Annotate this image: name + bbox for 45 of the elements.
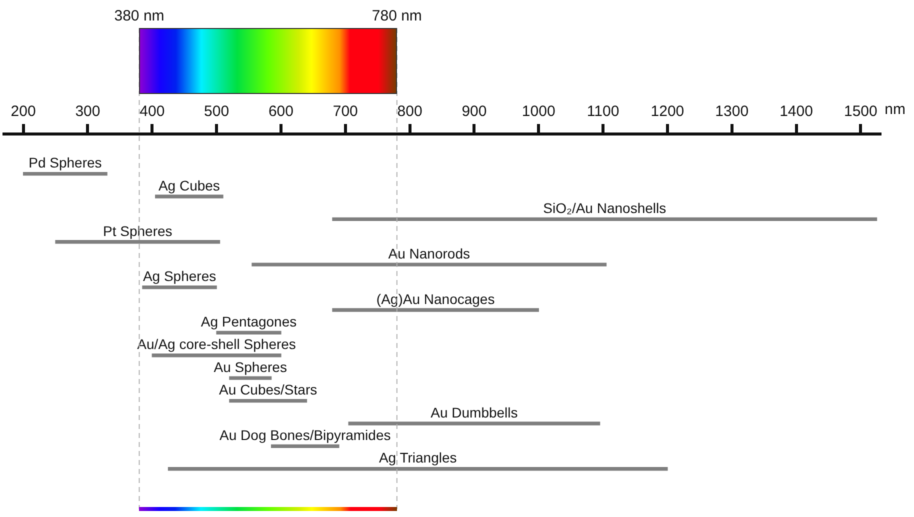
bar <box>152 354 282 358</box>
y-tick-label: Au Nanorods <box>388 245 470 262</box>
bar <box>22 172 108 176</box>
x-tick-label: 900 <box>462 103 487 120</box>
y-tick-label: Au Dumbbells <box>430 404 518 420</box>
y-tick-label: SiO₂/Au Nanoshells <box>543 200 666 216</box>
x-tick-label: 300 <box>75 103 100 120</box>
bar <box>229 398 308 403</box>
x-tick-label: 1100 <box>586 103 620 120</box>
bar <box>155 194 224 198</box>
x-tick-label: 1500 <box>844 103 878 120</box>
y-tick-label: Au/Ag core-shell Spheres <box>137 336 296 352</box>
x-axis-title: nm <box>884 101 906 118</box>
y-tick-label: Ag Triangles <box>378 450 457 466</box>
bar <box>55 240 220 244</box>
y-tick-label: Au Cubes/Stars <box>219 382 318 398</box>
x-tick-label: 1000 <box>522 103 556 120</box>
y-tick-label: Au Dog Bones/Bipyramides <box>220 427 391 444</box>
y-tick-label: Pd Spheres <box>28 154 102 171</box>
x-tick-label: 1400 <box>780 103 813 120</box>
y-tick-label: Au Spheres <box>214 358 287 375</box>
x-tick-label: 1200 <box>650 103 684 120</box>
x-tick-label: 500 <box>204 103 230 120</box>
y-tick-label: Pt Spheres <box>103 222 172 239</box>
x-tick-label: 600 <box>268 103 294 120</box>
x-tick-label: 1300 <box>715 103 749 120</box>
y-tick-label: Ag Cubes <box>158 177 220 194</box>
x-tick-label: 400 <box>140 103 165 120</box>
bar <box>252 262 607 266</box>
bar <box>332 308 539 312</box>
ref-line-label: 380 nm <box>114 8 164 25</box>
y-tick-label: (Ag)Au Nanocages <box>376 290 495 307</box>
x-tick-label: 700 <box>332 103 358 120</box>
y-tick-label: Ag Spheres <box>142 268 216 284</box>
x-tick-label: 800 <box>397 103 422 120</box>
bar <box>216 330 282 335</box>
x-tick-label: 200 <box>10 103 36 120</box>
bar <box>229 376 272 380</box>
y-tick-label: Ag Pentagones <box>200 314 297 330</box>
bar <box>270 444 340 448</box>
bar <box>168 467 668 471</box>
bar <box>142 285 217 290</box>
ref-line-label: 780 nm <box>372 8 422 25</box>
bar <box>332 217 878 222</box>
bar <box>348 422 600 426</box>
